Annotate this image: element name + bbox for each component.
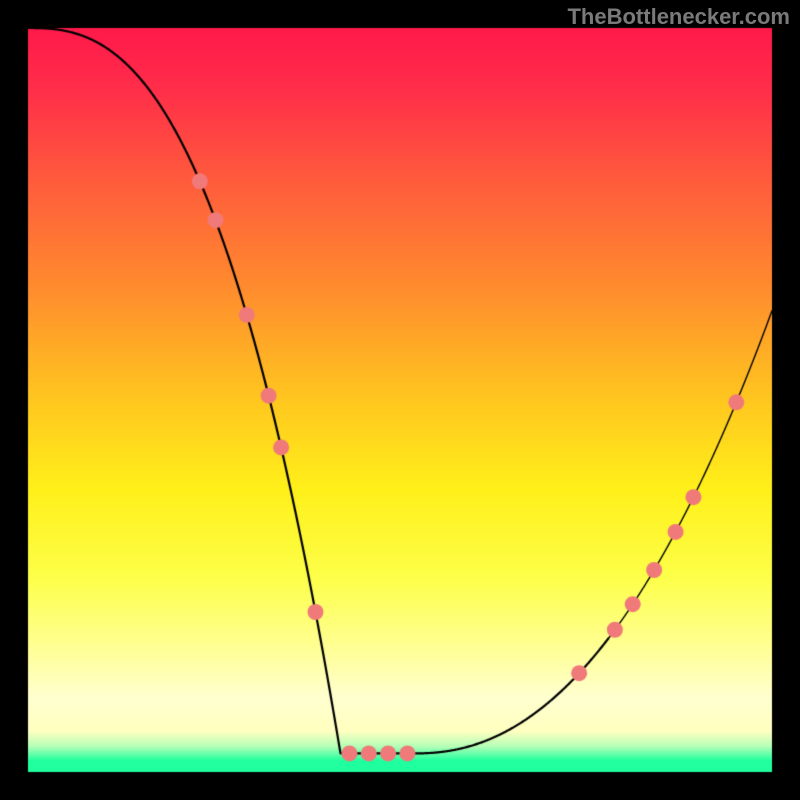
bottleneck-chart	[0, 0, 800, 800]
watermark-text: TheBottlenecker.com	[567, 4, 790, 30]
